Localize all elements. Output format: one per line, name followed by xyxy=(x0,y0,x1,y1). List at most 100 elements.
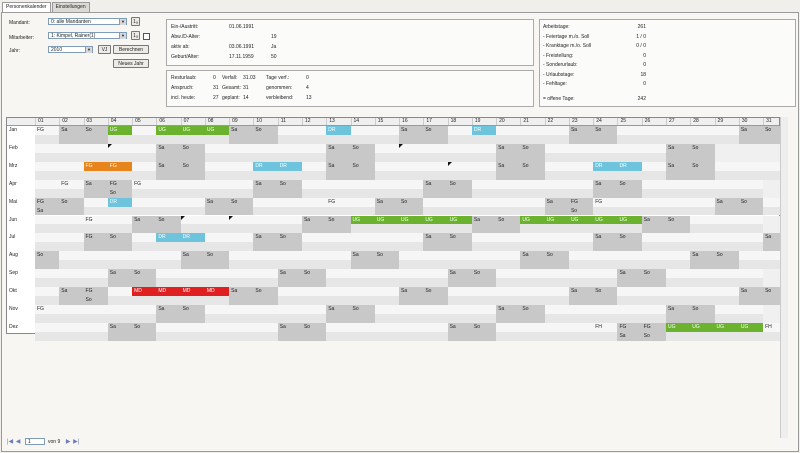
day-cell[interactable] xyxy=(568,305,594,314)
day-cell[interactable] xyxy=(35,161,60,171)
day-cell[interactable]: Sa xyxy=(496,143,521,153)
day-cell[interactable] xyxy=(59,322,84,332)
day-cell[interactable] xyxy=(132,161,157,171)
day-cell[interactable] xyxy=(132,143,157,153)
day-cell[interactable] xyxy=(690,287,715,297)
day-cell[interactable]: Sa xyxy=(59,126,84,135)
day-cell[interactable] xyxy=(471,197,497,207)
day-cell[interactable] xyxy=(204,215,230,225)
day-cell[interactable] xyxy=(641,251,667,261)
day-cell[interactable]: So xyxy=(180,161,205,171)
day-cell[interactable] xyxy=(520,233,545,243)
day-cell[interactable]: DR xyxy=(277,161,302,171)
day-cell[interactable] xyxy=(301,305,327,314)
chevron-down-icon[interactable]: ▼ xyxy=(119,19,126,25)
day-cell[interactable]: So xyxy=(690,143,715,153)
day-cell[interactable] xyxy=(496,179,521,189)
day-cell[interactable]: So xyxy=(374,251,400,261)
mitarbeiter-checkbox[interactable] xyxy=(143,33,150,40)
day-cell[interactable] xyxy=(277,251,302,261)
day-cell[interactable]: Sa xyxy=(132,215,157,225)
day-cell[interactable]: UG xyxy=(180,126,205,135)
day-cell[interactable] xyxy=(738,161,764,171)
day-cell[interactable]: So xyxy=(544,251,569,261)
day-cell[interactable]: So xyxy=(690,305,715,314)
day-cell[interactable] xyxy=(277,215,302,225)
day-cell[interactable] xyxy=(617,143,642,153)
day-cell[interactable]: FG xyxy=(35,197,60,207)
day-cell[interactable] xyxy=(738,215,764,225)
day-cell[interactable] xyxy=(399,161,424,171)
day-cell[interactable]: Sa xyxy=(326,161,351,171)
day-cell[interactable] xyxy=(156,322,181,332)
day-cell[interactable] xyxy=(447,287,472,297)
day-cell[interactable] xyxy=(204,269,230,279)
day-cell[interactable] xyxy=(496,251,521,261)
day-cell[interactable] xyxy=(544,179,569,189)
day-cell[interactable] xyxy=(568,269,594,279)
day-cell[interactable] xyxy=(447,161,472,171)
day-cell[interactable]: UG xyxy=(156,126,181,135)
day-cell[interactable] xyxy=(714,126,739,135)
day-cell[interactable]: So xyxy=(738,197,764,207)
day-cell[interactable] xyxy=(132,233,157,243)
day-cell[interactable]: UG xyxy=(690,322,715,332)
day-cell[interactable]: Sa xyxy=(83,179,108,189)
day-cell[interactable] xyxy=(714,287,739,297)
day-cell[interactable] xyxy=(714,179,739,189)
day-cell[interactable]: Sa xyxy=(568,287,594,297)
day-cell[interactable] xyxy=(277,287,302,297)
day-cell[interactable]: DR xyxy=(253,161,278,171)
day-cell[interactable] xyxy=(544,305,569,314)
day-cell[interactable]: UG xyxy=(107,126,133,135)
day-cell[interactable] xyxy=(617,287,642,297)
day-cell[interactable] xyxy=(471,161,497,171)
day-cell[interactable] xyxy=(471,179,497,189)
mitarbeiter-extra-button[interactable]: 1ₐ xyxy=(131,31,140,40)
day-cell[interactable] xyxy=(107,287,133,297)
day-cell[interactable] xyxy=(132,305,157,314)
day-cell[interactable]: DR xyxy=(471,126,497,135)
mandant-select[interactable]: 0: alle Mandanten ▼ xyxy=(48,18,127,25)
day-cell[interactable] xyxy=(277,126,302,135)
day-cell[interactable] xyxy=(544,161,569,171)
day-cell[interactable] xyxy=(641,233,667,243)
day-cell[interactable]: UG xyxy=(568,215,594,225)
day-cell[interactable] xyxy=(763,179,788,189)
day-cell[interactable]: So xyxy=(326,215,351,225)
day-cell[interactable]: So xyxy=(690,161,715,171)
day-cell[interactable] xyxy=(544,143,569,153)
day-cell[interactable]: Sa xyxy=(447,269,472,279)
day-cell[interactable] xyxy=(326,287,351,297)
day-cell[interactable]: FH xyxy=(593,322,618,332)
day-cell[interactable] xyxy=(229,233,254,243)
day-cell[interactable] xyxy=(374,322,400,332)
day-cell[interactable] xyxy=(326,269,351,279)
day-cell[interactable] xyxy=(593,251,618,261)
day-cell[interactable]: Sa xyxy=(374,197,400,207)
vertical-scrollbar[interactable] xyxy=(780,117,788,438)
day-cell[interactable]: So xyxy=(277,179,302,189)
day-cell[interactable] xyxy=(568,251,594,261)
day-cell[interactable] xyxy=(763,197,788,207)
day-cell[interactable]: So xyxy=(253,287,278,297)
day-cell[interactable] xyxy=(350,269,375,279)
day-cell[interactable]: Sa xyxy=(204,197,230,207)
day-cell[interactable] xyxy=(423,161,448,171)
day-cell[interactable]: UG xyxy=(423,215,448,225)
day-cell[interactable]: So xyxy=(520,305,545,314)
day-cell[interactable]: So xyxy=(447,179,472,189)
day-cell[interactable] xyxy=(374,287,400,297)
day-cell[interactable] xyxy=(35,269,60,279)
day-cell[interactable] xyxy=(35,215,60,225)
tab-personenkalender[interactable]: Personenkalender xyxy=(2,2,51,12)
day-cell[interactable] xyxy=(374,233,400,243)
day-cell[interactable]: Sa xyxy=(714,197,739,207)
day-cell[interactable]: Sa xyxy=(763,233,788,243)
day-cell[interactable] xyxy=(447,197,472,207)
day-cell[interactable] xyxy=(496,322,521,332)
day-cell[interactable]: DR xyxy=(326,126,351,135)
day-cell[interactable] xyxy=(35,322,60,332)
day-cell[interactable] xyxy=(496,197,521,207)
day-cell[interactable]: So xyxy=(301,269,327,279)
